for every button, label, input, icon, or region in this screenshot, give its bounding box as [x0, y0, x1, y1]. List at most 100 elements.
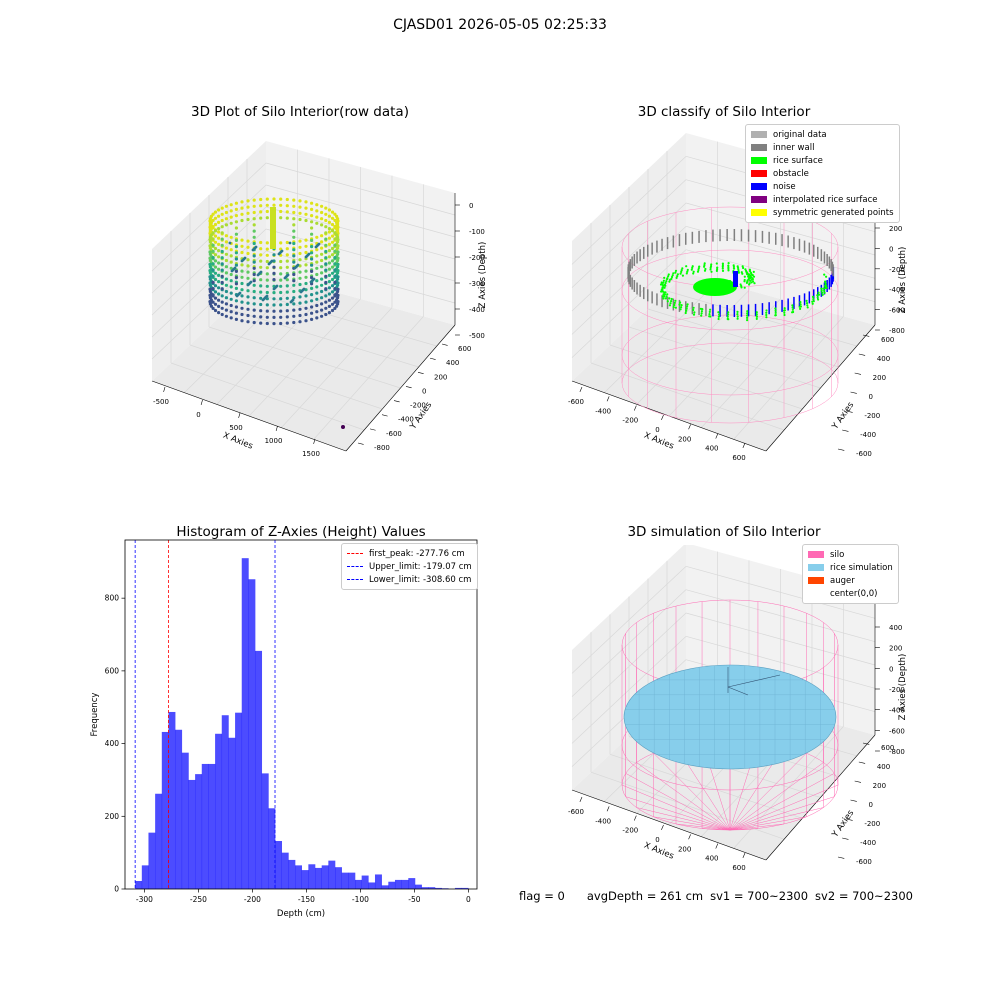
raw-point [315, 215, 319, 219]
histogram-bar [315, 867, 322, 889]
sim-rice-surface [623, 664, 837, 770]
raw-point [229, 203, 233, 207]
raw-point [327, 292, 331, 296]
raw-point [259, 278, 263, 282]
raw-point [324, 212, 328, 216]
legend-label: first_peak: -277.76 cm [369, 548, 465, 559]
cls-rice-point [670, 300, 673, 303]
cls-z-tick-label: -800 [889, 327, 905, 335]
raw-point [217, 280, 221, 284]
sim-silo-cone-line [729, 773, 835, 831]
cls-wall-point [781, 299, 783, 312]
cls-legend-entry: inner wall [751, 141, 894, 154]
raw-point [240, 218, 244, 223]
legend-label: inner wall [773, 142, 815, 153]
legend-label: original data [773, 129, 827, 140]
raw-point [279, 259, 283, 264]
raw-point [310, 238, 314, 242]
histogram-bar [428, 887, 436, 889]
cls-rice-point [732, 267, 736, 270]
histogram-bar [301, 870, 309, 889]
raw-point [234, 299, 238, 303]
raw-point-cloud [208, 197, 345, 429]
raw-point [324, 294, 328, 298]
raw-x-tick-label: 1500 [302, 450, 320, 458]
cls-x-tick-label: 400 [705, 445, 718, 453]
histogram-bar [141, 865, 149, 889]
cls-rice-point [680, 270, 683, 273]
cls-wall-point [726, 229, 728, 241]
raw-y-tick [369, 428, 376, 431]
histogram-legend-entry: Lower_limit: -308.60 cm [347, 573, 472, 586]
raw-point [315, 221, 319, 225]
sim-y-tick [858, 761, 866, 764]
cls-rice-point [732, 264, 735, 267]
raw-point [211, 243, 215, 247]
raw-point [285, 247, 289, 251]
cls-rice-point [670, 275, 674, 279]
histogram-bar [381, 885, 389, 889]
raw-point [310, 286, 314, 290]
raw-point [220, 306, 224, 310]
raw-point [240, 244, 244, 248]
legend-label: auger [830, 575, 855, 586]
raw-point [298, 217, 302, 222]
cls-wall-point [813, 289, 815, 302]
cls-wall-point [820, 249, 823, 262]
raw-point [208, 269, 212, 273]
raw-point [229, 221, 233, 225]
raw-point [272, 287, 276, 291]
raw-point [333, 306, 337, 310]
cls-y-tick-label: -600 [856, 450, 872, 458]
cls-y-tick-label: 200 [873, 374, 886, 382]
cls-rice-point [806, 306, 809, 309]
raw-point [333, 212, 337, 216]
raw-point [224, 308, 228, 312]
raw-point [315, 266, 319, 270]
raw-point [333, 287, 337, 291]
cls-x-tick-label: 600 [732, 454, 745, 462]
histogram-bar [135, 881, 143, 889]
cls-rice-point [668, 297, 671, 300]
cls-y-tick [846, 410, 853, 413]
raw-point [234, 201, 238, 205]
raw-point [324, 249, 328, 254]
raw-point [330, 290, 335, 294]
sim-x-tick [606, 806, 610, 812]
cls-rice-point [669, 278, 672, 281]
sim-silo-cone-line [625, 773, 731, 831]
raw-point [240, 263, 244, 267]
histogram-bar [181, 752, 189, 889]
histogram-bar [355, 879, 362, 889]
raw-point [265, 247, 269, 251]
raw-point [298, 320, 302, 324]
raw-point [229, 272, 233, 277]
raw-point [285, 210, 289, 214]
cls-wall-point [803, 240, 806, 253]
raw-point [285, 296, 289, 300]
raw-point [304, 200, 308, 204]
raw-point [213, 234, 218, 238]
raw-point [213, 271, 218, 275]
cls-rice-point [824, 280, 827, 283]
cls-wall-point [775, 301, 777, 314]
raw-point [229, 215, 233, 219]
cls-wall-point [705, 230, 707, 243]
histogram-x-tick-label: -300 [136, 895, 153, 904]
raw-point [213, 302, 218, 306]
raw-point [240, 319, 244, 323]
cls-rice-point [755, 311, 758, 314]
cls-z-tick-label: -600 [889, 307, 905, 315]
raw-point [315, 285, 319, 289]
raw-point [211, 268, 215, 272]
histogram-bar [401, 879, 409, 889]
raw-point [304, 269, 308, 273]
raw-point [229, 316, 233, 320]
histogram-y-tick-label: 0 [114, 885, 119, 894]
raw-point [298, 295, 302, 299]
raw-y-tick [405, 386, 412, 389]
raw-point [285, 240, 289, 245]
cls-wall-point [754, 303, 757, 316]
histogram-x-tick-label: -150 [298, 895, 315, 904]
raw-point [327, 311, 331, 315]
